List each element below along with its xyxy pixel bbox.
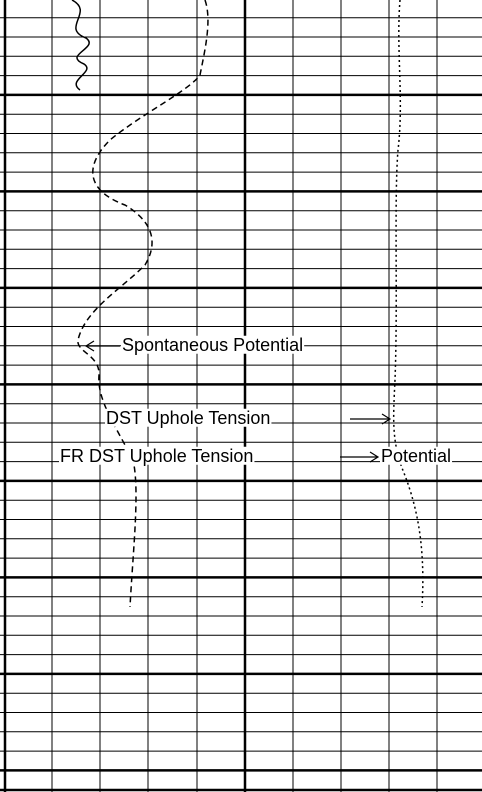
dashed-curve xyxy=(77,0,209,608)
solid-curve xyxy=(71,0,90,91)
label: Potential xyxy=(381,446,451,466)
arrow xyxy=(340,451,380,463)
arrows xyxy=(84,340,392,463)
labels: Spontaneous Potential DST Uphole Tension… xyxy=(59,335,453,466)
label: DST Uphole Tension xyxy=(106,408,270,428)
label-background xyxy=(121,335,305,354)
label-background xyxy=(59,446,255,465)
arrow xyxy=(84,340,120,352)
dotted-curve xyxy=(392,0,424,608)
arrow xyxy=(350,413,392,425)
label: FR DST Uphole Tension xyxy=(60,446,253,466)
label: Spontaneous Potential xyxy=(122,335,303,355)
label-background xyxy=(380,446,453,465)
label-background xyxy=(105,408,272,427)
